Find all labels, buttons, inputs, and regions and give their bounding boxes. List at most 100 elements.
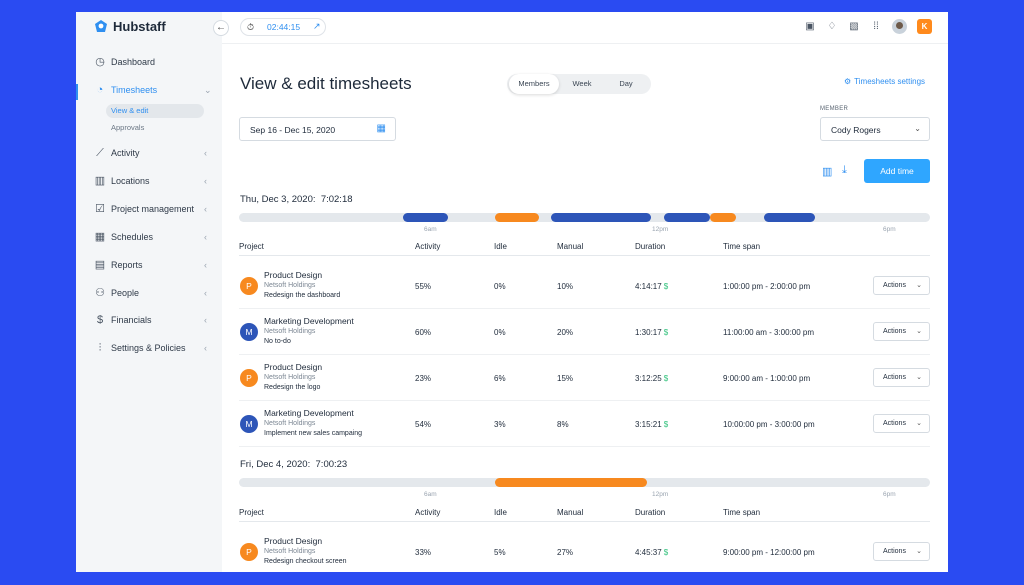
billable-dollar-icon: $ xyxy=(663,420,669,429)
duration-value: 4:14:17 xyxy=(635,282,662,291)
actions-dropdown[interactable]: Actions ⌄ xyxy=(873,542,930,561)
actions-label: Actions xyxy=(883,282,906,289)
timer-widget[interactable]: ⏱ 02:44:15 ↗ xyxy=(240,18,326,36)
open-external-icon[interactable]: ↗ xyxy=(313,21,321,31)
table-row: P Product Design Netsoft Holdings Redesi… xyxy=(239,263,930,309)
sidebar-subitem-approvals[interactable]: Approvals xyxy=(111,123,145,132)
actions-label: Actions xyxy=(883,548,906,555)
manual-value: 15% xyxy=(557,374,574,383)
help-icon[interactable]: ▣ xyxy=(805,20,815,32)
chevron-left-icon: ‹ xyxy=(204,260,207,270)
columns-icon[interactable]: ▥ xyxy=(822,166,833,178)
duration-cell: 4:14:17 $ xyxy=(635,282,668,291)
duration-cell: 4:45:37 $ xyxy=(635,548,668,557)
timesheets-settings-link[interactable]: ⚙ Timesheets settings xyxy=(844,77,925,86)
tab-members[interactable]: Members xyxy=(509,74,559,94)
actions-dropdown[interactable]: Actions ⌄ xyxy=(873,368,930,387)
manual-value: 27% xyxy=(557,548,574,557)
timeline-segment[interactable] xyxy=(403,213,448,222)
app-name: Hubstaff xyxy=(113,19,166,34)
sidebar-subitem-view-edit[interactable]: View & edit xyxy=(106,104,204,118)
apps-grid-icon[interactable]: ⁞⁞ xyxy=(873,20,879,32)
chevron-down-icon: ⌄ xyxy=(204,84,212,95)
sidebar-item-timesheets[interactable]: ◔ Timesheets ⌄ xyxy=(76,80,222,100)
people-icon: ⚇ xyxy=(95,287,105,299)
hubstaff-logo[interactable]: Hubstaff xyxy=(94,19,166,34)
member-select[interactable]: Cody Rogers ⌄ xyxy=(820,117,930,141)
organization-name: Netsoft Holdings xyxy=(264,282,316,289)
idle-value: 5% xyxy=(494,548,506,557)
task-name: No to-do xyxy=(264,338,291,345)
timeline-segment[interactable] xyxy=(710,213,736,222)
sidebar-item-locations[interactable]: ▥ Locations ‹ xyxy=(76,171,222,191)
sidebar-item-label: Settings & Policies xyxy=(111,343,186,353)
bell-icon[interactable]: ♢ xyxy=(827,20,837,32)
activity-chart-icon: ⟋ xyxy=(96,147,104,159)
day-total: 7:00:23 xyxy=(315,459,348,470)
sidebar: Hubstaff ◷ Dashboard ◔ Timesheets ⌄ View… xyxy=(76,12,222,572)
active-indicator xyxy=(76,84,78,100)
sidebar-item-dashboard[interactable]: ◷ Dashboard xyxy=(76,52,222,72)
sidebar-item-label: People xyxy=(111,288,140,298)
tab-day[interactable]: Day xyxy=(619,79,633,88)
chevron-left-icon: ‹ xyxy=(204,176,207,186)
sidebar-item-label: Reports xyxy=(111,260,143,270)
sidebar-item-reports[interactable]: ▤ Reports ‹ xyxy=(76,255,222,275)
activity-value: 33% xyxy=(415,548,432,557)
timeline-segment[interactable] xyxy=(495,478,647,487)
sidebar-item-financials[interactable]: $ Financials ‹ xyxy=(76,310,222,330)
tab-week[interactable]: Week xyxy=(572,79,592,88)
timeline-segment[interactable] xyxy=(551,213,651,222)
timeline-segment[interactable] xyxy=(764,213,815,222)
timeline-tick: 6am xyxy=(424,491,437,498)
activity-value: 23% xyxy=(415,374,432,383)
idle-value: 0% xyxy=(494,328,506,337)
download-icon[interactable]: ⤓ xyxy=(842,164,847,176)
chevron-down-icon: ⌄ xyxy=(916,282,922,289)
chevron-down-icon: ⌄ xyxy=(916,328,922,335)
actions-dropdown[interactable]: Actions ⌄ xyxy=(873,414,930,433)
add-time-button[interactable]: Add time xyxy=(864,159,930,183)
timer-value: 02:44:15 xyxy=(267,22,301,32)
table-row: M Marketing Development Netsoft Holdings… xyxy=(239,309,930,355)
idle-value: 3% xyxy=(494,420,506,429)
organization-avatar[interactable]: K xyxy=(917,19,932,34)
sidebar-item-activity[interactable]: ⟋ Activity ‹ xyxy=(76,143,222,163)
map-icon: ▥ xyxy=(94,175,106,187)
column-header-manual: Manual xyxy=(557,508,584,517)
chevron-left-icon: ‹ xyxy=(204,204,207,214)
activity-value: 55% xyxy=(415,282,432,291)
sidebar-item-project-management[interactable]: ☑ Project management ‹ xyxy=(76,199,222,219)
calendar-icon: ▦ xyxy=(376,123,386,134)
day-timeline xyxy=(239,478,930,487)
day-timeline xyxy=(239,213,930,222)
task-name: Implement new sales campaing xyxy=(264,430,363,437)
activity-value: 60% xyxy=(415,328,432,337)
column-header-project: Project xyxy=(239,242,264,251)
actions-dropdown[interactable]: Actions ⌄ xyxy=(873,322,930,341)
gear-icon: ⚙ xyxy=(844,77,852,86)
project-avatar: P xyxy=(240,543,258,561)
actions-dropdown[interactable]: Actions ⌄ xyxy=(873,276,930,295)
gift-icon[interactable]: ▧ xyxy=(849,20,859,32)
sidebar-item-schedules[interactable]: ▦ Schedules ‹ xyxy=(76,227,222,247)
top-icons: ▣ ♢ ▧ ⁞⁞ K xyxy=(804,19,932,34)
project-avatar: P xyxy=(240,369,258,387)
timeline-segment[interactable] xyxy=(495,213,539,222)
collapse-sidebar-button[interactable]: ← xyxy=(213,20,229,36)
sidebar-item-settings-policies[interactable]: ⫶ Settings & Policies ‹ xyxy=(76,338,222,358)
sliders-icon: ⫶ xyxy=(98,342,102,354)
user-avatar[interactable] xyxy=(892,19,907,34)
column-header-activity: Activity xyxy=(415,242,441,251)
chevron-down-icon: ⌄ xyxy=(916,420,922,427)
time-span-value: 10:00:00 pm - 3:00:00 pm xyxy=(723,420,815,429)
member-label: MEMBER xyxy=(820,106,849,112)
duration-value: 4:45:37 xyxy=(635,548,662,557)
day-date: Fri, Dec 4, 2020: xyxy=(240,459,311,470)
chevron-down-icon: ⌄ xyxy=(916,374,922,381)
time-span-value: 11:00:00 am - 3:00:00 pm xyxy=(723,328,815,337)
timeline-segment[interactable] xyxy=(664,213,710,222)
chevron-left-icon: ‹ xyxy=(204,232,207,242)
sidebar-item-people[interactable]: ⚇ People ‹ xyxy=(76,283,222,303)
date-range-picker[interactable]: Sep 16 - Dec 15, 2020 ▦ xyxy=(239,117,396,141)
